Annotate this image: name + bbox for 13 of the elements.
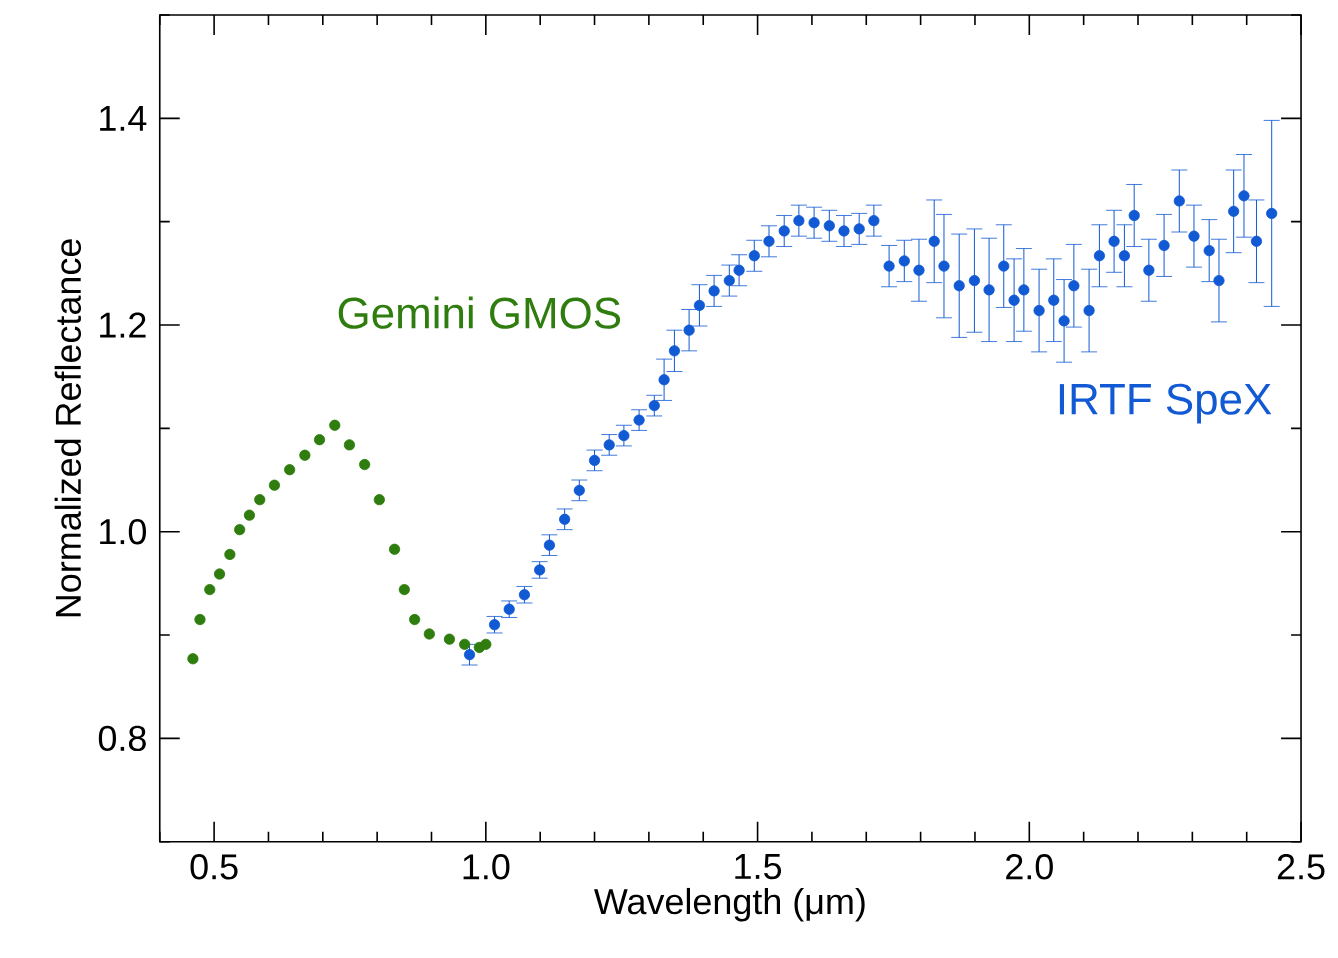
text: Gemini GMOS — [338, 296, 621, 329]
y-tick-label: 0.8 — [98, 725, 146, 752]
x-tick-label: 1.5 — [735, 854, 782, 880]
x-axis-title: Wavelength (μm) — [594, 888, 865, 922]
y-tick-label: 1.2 — [100, 312, 146, 338]
y-tick-label: 1.0 — [100, 519, 146, 545]
x-tick-label: 1.0 — [463, 854, 510, 880]
y-tick-label: 1.4 — [100, 106, 147, 131]
x-tick-label: 2.5 — [1277, 854, 1325, 880]
x-tick-label: 0.5 — [190, 854, 238, 880]
y-axis-title: Normalized Reflectance — [54, 239, 82, 617]
series-label: IRTF SpeX — [1059, 383, 1272, 424]
x-tick-label: 2.0 — [1006, 854, 1053, 880]
